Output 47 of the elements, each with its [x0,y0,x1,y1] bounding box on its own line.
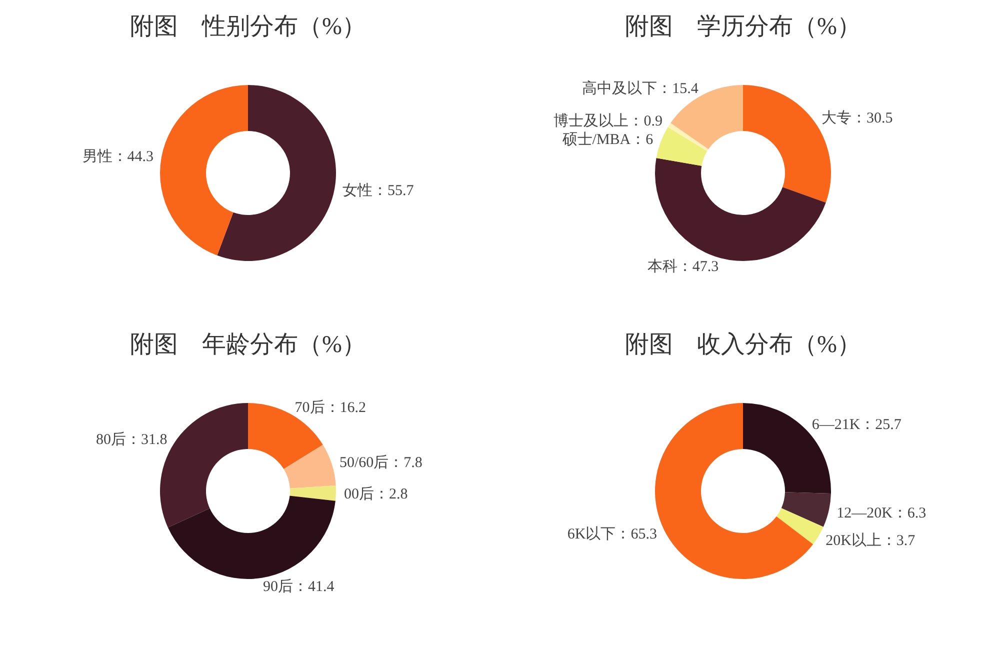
slice-label: 本科 [646,258,677,275]
chart-title: 附图 年龄分布（%） [130,332,366,358]
data-label: ：41.4 [292,578,334,595]
slice-label: 6—21K [811,417,860,434]
donut-slice [780,492,830,527]
chart-title: 附图 收入分布（%） [624,331,860,358]
donut-slice [667,123,708,152]
donut-slice [167,496,335,579]
slice-label: 70后 [294,399,324,416]
data-label: ：25.7 [860,417,902,434]
donut-slice [289,485,336,501]
slice-label: 硕士/MBA [560,131,630,148]
data-label: ：31.8 [126,432,167,448]
data-label: ：47.3 [676,258,718,275]
data-label: ：15.4 [656,80,698,97]
donut-slice [776,508,823,544]
slice-label: 博士及以上 [553,112,628,130]
donut-slice [654,403,813,579]
data-label: ：44.3 [112,148,154,165]
slice-label: 80后 [96,431,126,448]
data-label: ：2.8 [373,486,408,502]
data-label: ：7.8 [388,454,422,471]
donut-slice [283,444,336,488]
donut-slice [160,85,248,256]
donut-slice [216,85,336,261]
chart-title: 附图 性别分布（%） [130,14,366,40]
slice-label: 女性 [342,182,372,200]
data-label: ：6 [630,132,654,148]
slice-label: 大专 [820,110,851,127]
slice-label: 50/60后 [338,454,388,471]
donut-slice [670,85,742,150]
data-label: ：6.3 [892,505,926,522]
data-label: ：0.9 [628,114,662,130]
slice-label: 男性 [82,148,112,165]
slice-label: 高中及以下 [582,80,657,97]
chart-title: 附图 学历分布（%） [624,14,860,40]
slice-label: 6K以下 [566,526,616,543]
data-label: ：55.7 [372,183,414,200]
data-label: ：65.3 [615,526,656,543]
donut-slice [656,127,707,166]
data-label: ：3.7 [880,532,916,549]
data-label: ：16.2 [324,400,366,416]
data-label: ：30.5 [850,110,892,127]
slice-label: 90后 [262,578,293,595]
slice-label: 00后 [343,485,374,502]
slice-label: 12—20K [836,505,892,522]
slice-label: 20K以上 [825,532,881,549]
